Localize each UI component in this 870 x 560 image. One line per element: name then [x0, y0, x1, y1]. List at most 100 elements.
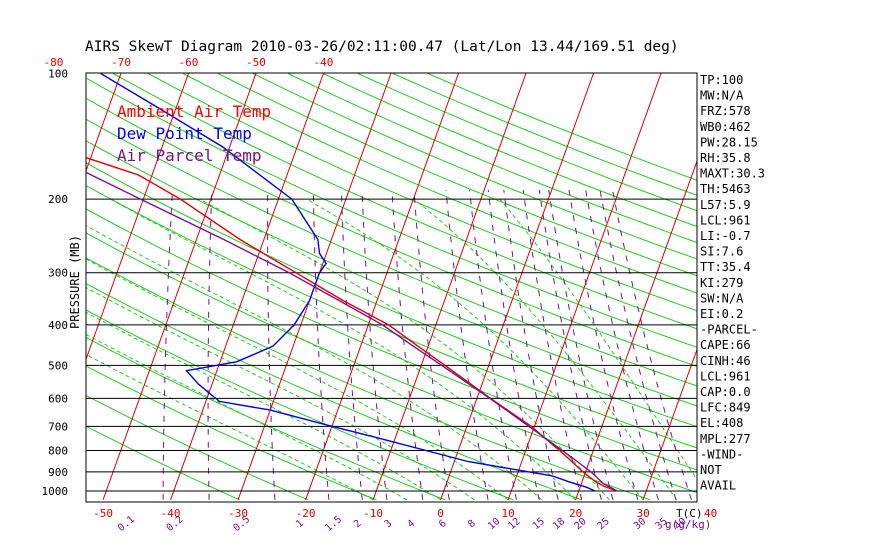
mixing-ratio-label: g(g/kg): [665, 518, 711, 531]
legend-air-parcel-temp: Air Parcel Temp: [117, 146, 262, 165]
dry-adiabat-line: [217, 73, 697, 277]
moist-adiabat-line: [306, 198, 644, 501]
dry-adiabat-line: [86, 257, 651, 501]
top-temp-tick-label: -40: [313, 56, 333, 69]
mixing-ratio-line: [538, 189, 602, 500]
index-item: LCL:961: [700, 369, 751, 383]
index-item: FRZ:578: [700, 104, 751, 118]
index-item: MAXT:30.3: [700, 167, 765, 181]
moist-adiabat-line: [86, 333, 408, 501]
legend-dew-point-temp: Dew Point Temp: [117, 124, 252, 143]
mixing-ratio-line: [207, 189, 213, 500]
index-item: TP:100: [700, 73, 743, 87]
index-item: -PARCEL-: [700, 323, 758, 337]
pressure-tick-label: 400: [48, 319, 68, 332]
bottom-temp-tick-label: -10: [363, 507, 383, 520]
bottom-temp-tick-label: 40: [704, 507, 717, 520]
mixing-ratio-tick-label: 15: [531, 516, 547, 532]
mixing-ratio-line: [522, 189, 583, 500]
top-temp-tick-label: -70: [111, 56, 131, 69]
index-item: CAP:0.0: [700, 385, 751, 399]
bottom-temp-tick-label: -40: [161, 507, 181, 520]
index-item: RH:35.8: [700, 151, 751, 165]
moist-adiabat-line: [86, 353, 374, 501]
moist-adiabat-line: [499, 198, 697, 481]
mixing-ratio-line: [267, 189, 276, 500]
index-item: SW:N/A: [700, 291, 744, 305]
index-item: MW:N/A: [700, 89, 744, 103]
isotherm-line: [86, 73, 122, 173]
isotherm-line: [102, 73, 257, 501]
dry-adiabat-line: [392, 73, 697, 196]
mixing-ratio-tick-label: 8: [466, 518, 478, 530]
bottom-temp-tick-label: -50: [93, 507, 113, 520]
pressure-tick-label: 700: [48, 420, 68, 433]
ambient-air-temp-line: [86, 156, 618, 492]
isotherm-line: [86, 73, 190, 361]
bottom-temp-tick-label: -30: [228, 507, 248, 520]
dry-adiabat-line: [86, 97, 697, 367]
mixing-ratio-line: [391, 189, 424, 500]
pressure-tick-label: 200: [48, 193, 68, 206]
mixing-ratio-tick-label: 1.5: [323, 514, 344, 534]
mixing-ratio-tick-label: 0.1: [116, 514, 137, 534]
index-item: EI:0.2: [700, 307, 743, 321]
index-item: LFC:849: [700, 401, 751, 415]
isotherm-line: [575, 159, 697, 501]
pressure-tick-label: 300: [48, 267, 68, 280]
moist-adiabat-line: [110, 198, 576, 501]
pressure-tick-label: 600: [48, 392, 68, 405]
dew-point-temp-line: [100, 73, 596, 492]
moist-adiabat-line: [86, 258, 509, 501]
moist-adiabat-line: [413, 198, 678, 501]
isotherm-line: [642, 347, 697, 501]
index-item: EL:408: [700, 416, 743, 430]
index-item: LI:-0.7: [700, 229, 751, 243]
mixing-ratio-tick-label: 3: [383, 518, 395, 530]
dry-adiabat-line: [86, 232, 697, 494]
bottom-temp-tick-label: 30: [636, 507, 649, 520]
chart-title: AIRS SkewT Diagram 2010-03-26/02:11:00.4…: [85, 39, 679, 55]
index-item: TT:35.4: [700, 260, 751, 274]
dry-adiabat-line: [427, 73, 697, 181]
mixing-ratio-tick-label: 6: [437, 518, 449, 530]
mixing-ratio-tick-label: 25: [596, 516, 612, 532]
dry-adiabat-line: [86, 140, 697, 407]
mixing-ratio-line: [413, 189, 450, 500]
index-item: SI:7.6: [700, 245, 743, 259]
bottom-temp-tick-label: 20: [569, 507, 582, 520]
dry-adiabat-line: [86, 394, 309, 501]
plot-frame: [85, 72, 698, 503]
index-item: KI:279: [700, 276, 743, 290]
air-parcel-temp-line: [86, 171, 618, 492]
pressure-tick-label: 1000: [42, 485, 69, 498]
dry-adiabat-line: [86, 425, 240, 501]
index-item: PW:28.15: [700, 135, 758, 149]
dry-adiabat-line: [147, 73, 697, 312]
dry-adiabat-line: [287, 73, 697, 244]
dry-adiabat-line: [86, 282, 582, 501]
index-item: AVAIL: [700, 479, 736, 493]
index-item: TH:5463: [700, 182, 751, 196]
dry-adiabat-line: [86, 309, 514, 501]
pressure-tick-label: 500: [48, 359, 68, 372]
mixing-ratio-tick-label: 18: [551, 516, 567, 532]
index-item: MPL:277: [700, 432, 751, 446]
mixing-ratio-tick-label: 4: [405, 518, 417, 530]
mixing-ratio-line: [312, 189, 330, 500]
index-item: LCL:961: [700, 213, 751, 227]
mixing-ratio-line: [599, 189, 677, 500]
mixing-ratio-tick-label: 1: [294, 518, 306, 530]
bottom-temp-tick-label: 0: [437, 507, 444, 520]
mixing-ratio-line: [503, 189, 559, 500]
index-item: -WIND-: [700, 447, 743, 461]
top-temp-tick-label: -80: [43, 56, 63, 69]
dry-adiabat-line: [252, 73, 697, 260]
mixing-ratio-tick-label: 10: [486, 516, 502, 532]
mixing-ratio-tick-label: 2: [352, 518, 364, 530]
index-item: WB0:462: [700, 120, 751, 134]
index-item: CINH:46: [700, 354, 751, 368]
mixing-ratio-line: [568, 189, 639, 500]
moist-adiabat-line: [86, 286, 475, 501]
